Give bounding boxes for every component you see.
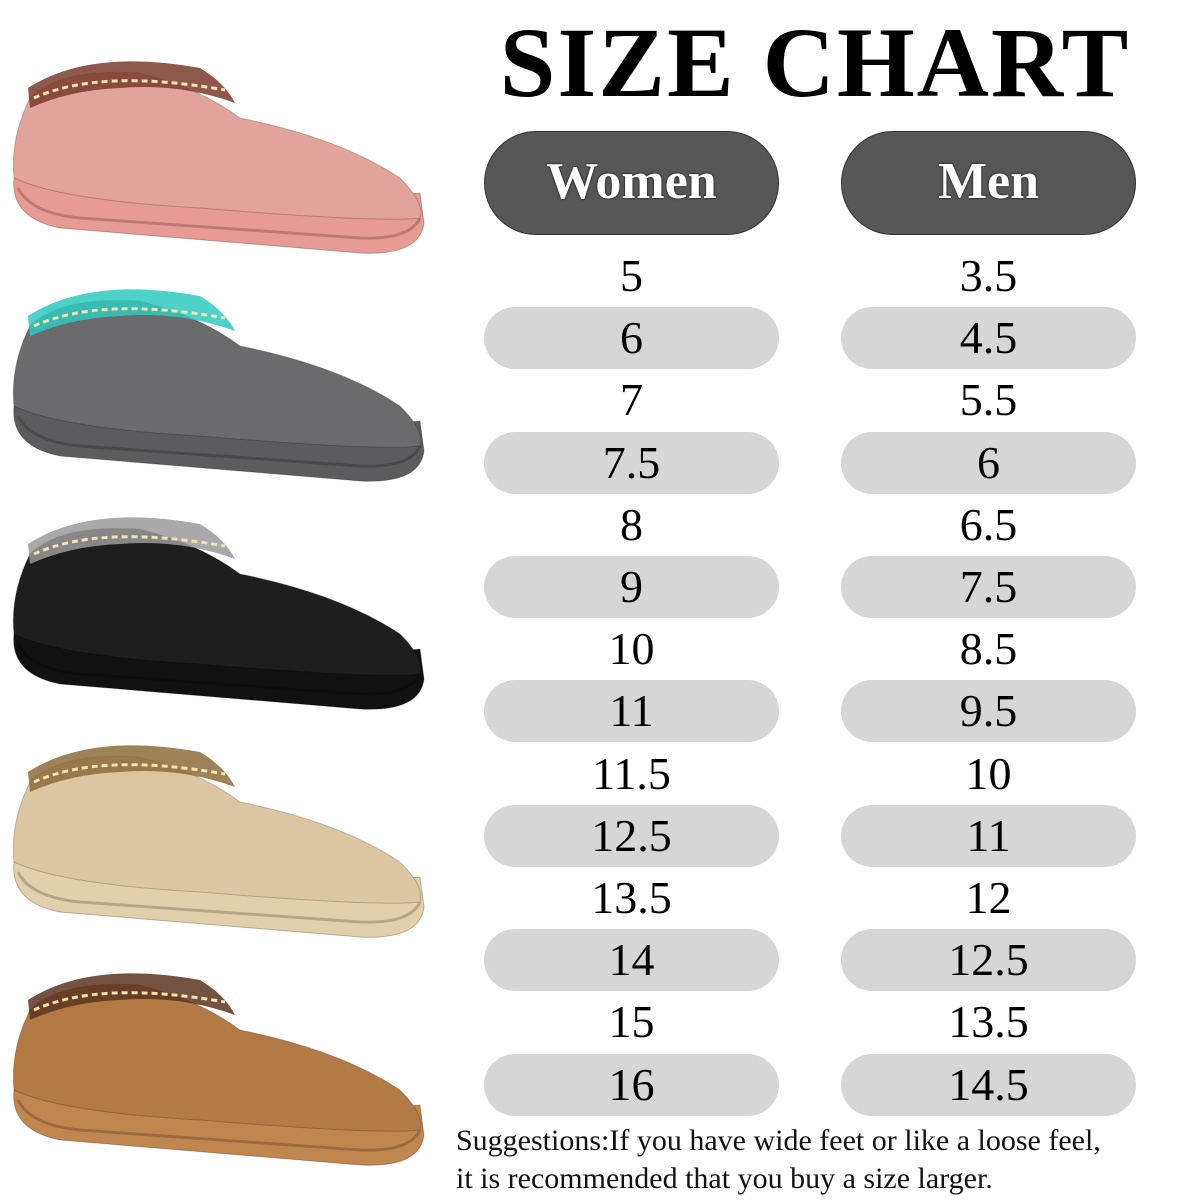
- note-line-1: Suggestions:If you have wide feet or lik…: [456, 1124, 1101, 1157]
- women-size-cell: 9: [484, 556, 779, 618]
- slipper-product-images: [12, 61, 425, 1166]
- men-size-cell: 14.5: [841, 1053, 1136, 1116]
- women-size-cell: 10: [608, 623, 655, 675]
- men-size-cell: 13.5: [948, 996, 1029, 1048]
- women-size-cell: 7.5: [484, 431, 779, 494]
- women-size-cell: 16: [484, 1053, 779, 1116]
- men-size-cell: 6.5: [959, 498, 1018, 550]
- women-size-cell: 13.5: [591, 872, 672, 923]
- note-line-2: it is recommended that you buy a size la…: [456, 1162, 993, 1195]
- page-title: SIZE CHART: [499, 7, 1131, 118]
- men-column-header: Men: [841, 131, 1136, 235]
- men-size-cell: 9.5: [841, 680, 1136, 743]
- suggestion-note: Suggestions:If you have wide feet or lik…: [456, 1122, 1101, 1198]
- men-size-cell: 12.5: [841, 929, 1136, 992]
- men-size-cell: 8.5: [959, 623, 1018, 675]
- men-size-cell: 11: [841, 804, 1136, 867]
- slipper-grey: [12, 289, 425, 482]
- slipper-black: [12, 517, 425, 710]
- men-size-cell: 6: [841, 431, 1136, 494]
- women-size-cell: 6: [484, 307, 779, 370]
- men-size-cell: 3.5: [959, 250, 1018, 301]
- men-size-cell: 12: [965, 872, 1012, 923]
- women-size-cell: 5: [620, 250, 643, 301]
- slipper-chestnut: [12, 973, 425, 1166]
- women-size-cell: 15: [608, 996, 655, 1048]
- women-size-cell: 11.5: [592, 747, 671, 799]
- men-size-cell: 10: [965, 747, 1012, 799]
- women-column-header: Women: [484, 131, 779, 235]
- slipper-pink: [12, 61, 425, 254]
- men-size-cell: 5.5: [959, 374, 1018, 426]
- women-size-cell: 12.5: [484, 804, 779, 867]
- women-size-cell: 14: [484, 929, 779, 992]
- women-size-cell: 11: [484, 680, 779, 743]
- women-size-cell: 8: [620, 498, 643, 550]
- men-size-cell: 4.5: [841, 307, 1136, 370]
- women-size-cell: 7: [620, 374, 643, 426]
- slipper-sand: [12, 745, 425, 938]
- men-size-cell: 7.5: [841, 556, 1136, 618]
